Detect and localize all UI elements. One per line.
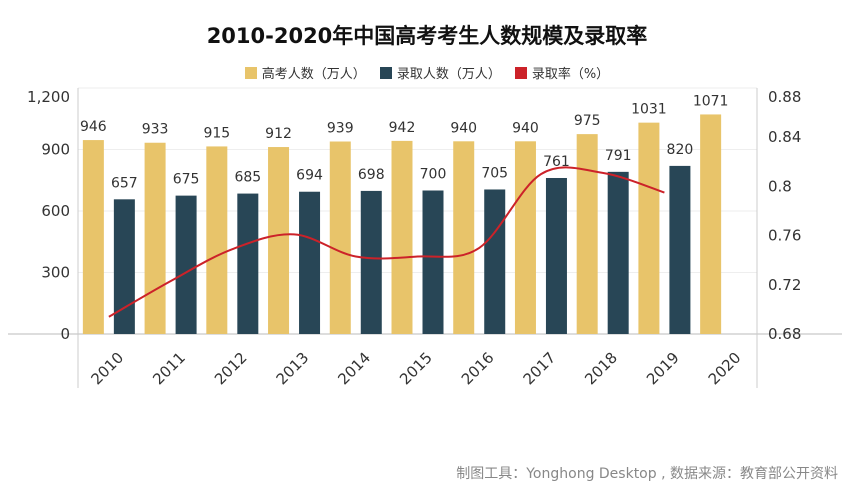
y-left-tick-label: 900	[41, 141, 70, 159]
data-label-applicants: 1031	[631, 102, 667, 118]
data-label-applicants: 946	[80, 119, 107, 135]
bar-admitted	[669, 165, 691, 334]
bar-applicants	[453, 141, 475, 334]
x-tick-label: 2018	[581, 349, 621, 389]
y-right-tick-label: 0.8	[768, 177, 792, 195]
bar-admitted	[545, 177, 567, 334]
data-label-applicants: 942	[389, 120, 416, 136]
legend-label-rate: 录取率（%）	[531, 67, 610, 82]
legend-item-applicants[interactable]: 高考人数（万人）	[244, 63, 366, 82]
data-label-admitted: 694	[296, 168, 323, 184]
data-label-admitted: 700	[420, 167, 447, 183]
y-left-tick-label: 300	[41, 264, 70, 282]
bar-applicants	[576, 134, 598, 334]
bar-admitted	[422, 190, 444, 334]
line-rate	[108, 166, 665, 318]
data-label-applicants: 933	[142, 122, 169, 138]
bar-admitted	[484, 189, 506, 334]
bar-applicants	[82, 140, 104, 334]
data-label-admitted: 675	[173, 172, 200, 188]
bar-applicants	[329, 141, 351, 334]
y-right-tick-label: 0.84	[768, 128, 801, 146]
data-label-admitted: 820	[667, 142, 694, 158]
source-footer: 制图工具：Yonghong Desktop , 数据来源：教育部公开资料	[456, 466, 838, 482]
y-left-tick-label: 1,200	[27, 88, 70, 106]
data-label-admitted: 791	[605, 148, 632, 164]
data-label-applicants: 939	[327, 121, 354, 137]
bar-applicants	[206, 146, 228, 334]
x-tick-label: 2016	[458, 349, 498, 389]
y-right-tick-label: 0.68	[768, 325, 801, 343]
bar-admitted	[607, 171, 629, 334]
bar-applicants	[144, 142, 166, 334]
data-label-applicants: 940	[512, 120, 539, 136]
x-tick-label: 2011	[149, 349, 189, 389]
chart-title: 2010-2020年中国高考考生人数规模及录取率	[206, 24, 648, 48]
x-tick-label: 2017	[520, 349, 560, 389]
bar-admitted	[237, 193, 259, 334]
bar-admitted	[299, 191, 321, 334]
x-tick-label: 2014	[334, 349, 374, 389]
legend-swatch-rate	[514, 66, 527, 79]
y-right-tick-label: 0.76	[768, 227, 801, 245]
data-label-applicants: 975	[574, 113, 601, 129]
x-tick-label: 2019	[643, 349, 683, 389]
y-left-tick-label: 0	[60, 325, 70, 343]
data-label-applicants: 1071	[693, 93, 729, 109]
x-tick-label: 2015	[396, 349, 436, 389]
data-label-admitted: 698	[358, 167, 385, 183]
legend-label-admitted: 录取人数（万人）	[396, 67, 501, 82]
bar-applicants	[268, 147, 290, 334]
bar-applicants	[638, 122, 660, 335]
data-label-admitted: 685	[234, 170, 261, 186]
chart-legend: 高考人数（万人） 录取人数（万人） 录取率（%）	[0, 63, 854, 82]
data-label-applicants: 915	[203, 125, 230, 141]
bar-applicants	[514, 141, 536, 334]
data-label-applicants: 940	[450, 120, 477, 136]
bar-admitted	[113, 199, 135, 334]
data-label-admitted: 705	[481, 165, 508, 181]
x-tick-label: 2012	[211, 349, 251, 389]
legend-label-applicants: 高考人数（万人）	[261, 67, 366, 82]
bar-applicants	[391, 140, 413, 334]
y-right-tick-label: 0.72	[768, 276, 801, 294]
y-right-tick-label: 0.88	[768, 88, 801, 106]
legend-item-admitted[interactable]: 录取人数（万人）	[379, 63, 501, 82]
data-label-admitted: 657	[111, 175, 138, 191]
data-label-admitted: 761	[543, 154, 570, 170]
bar-applicants	[700, 114, 722, 334]
data-label-applicants: 912	[265, 126, 292, 142]
bar-admitted	[175, 195, 197, 334]
legend-item-rate[interactable]: 录取率（%）	[514, 63, 610, 82]
legend-swatch-admitted	[379, 66, 392, 79]
x-tick-label: 2013	[273, 349, 313, 389]
x-tick-label: 2010	[87, 349, 127, 389]
y-left-tick-label: 600	[41, 202, 70, 220]
legend-swatch-applicants	[244, 66, 257, 79]
bar-admitted	[360, 190, 382, 334]
x-tick-label: 2020	[705, 349, 745, 389]
